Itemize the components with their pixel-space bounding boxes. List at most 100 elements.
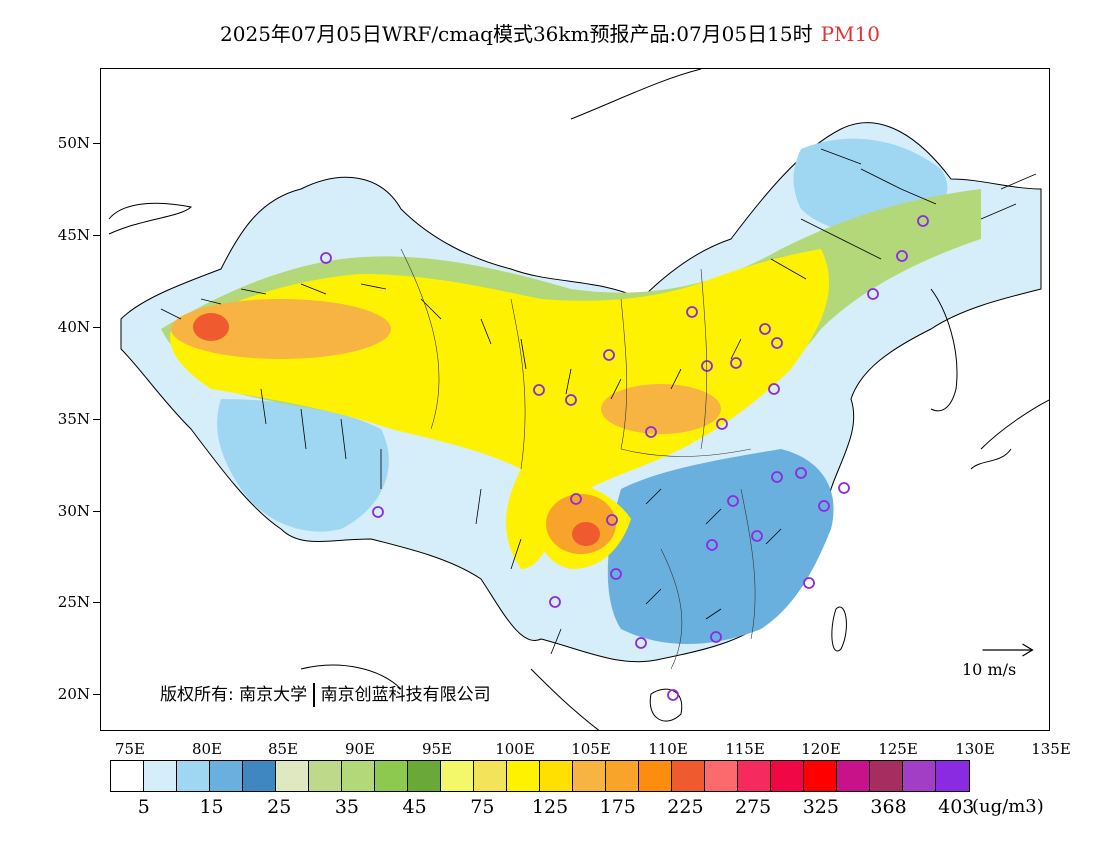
colorbar-swatch	[606, 761, 639, 791]
city-marker	[867, 288, 879, 300]
province-border	[700, 268, 708, 450]
wind-arrow	[705, 508, 722, 525]
wind-arrow	[1000, 173, 1037, 190]
colorbar-label: 275	[735, 796, 772, 818]
wind-arrow	[860, 168, 902, 190]
city-marker	[570, 493, 582, 505]
wind-arrow	[800, 218, 842, 240]
city-marker	[606, 514, 618, 526]
wind-arrow	[610, 378, 622, 400]
colorbar-swatch	[936, 761, 969, 791]
wind-arrow	[645, 488, 662, 505]
colorbar-swatch	[903, 761, 936, 791]
lat-tick	[93, 602, 100, 603]
colorbar-units: (ug/m3)	[972, 796, 1044, 817]
lat-label-30n: 30N	[57, 502, 90, 520]
city-marker	[795, 467, 807, 479]
city-marker	[838, 482, 850, 494]
colorbar-swatch	[771, 761, 804, 791]
colorbar-swatch	[243, 761, 276, 791]
colorbar-label: 75	[470, 796, 495, 818]
lat-label-25n: 25N	[57, 593, 90, 611]
map-canvas	[108, 69, 1049, 730]
city-marker	[771, 471, 783, 483]
wind-arrow	[765, 528, 782, 545]
wind-arrow	[730, 338, 742, 360]
province-border	[400, 248, 440, 430]
lon-label-125e: 125E	[878, 740, 918, 758]
city-marker	[686, 306, 698, 318]
city-marker	[751, 530, 763, 542]
colorbar-label: 45	[402, 796, 427, 818]
province-border	[620, 298, 628, 450]
lat-label-50n: 50N	[57, 134, 90, 152]
lat-tick	[93, 143, 100, 144]
wind-arrow	[520, 338, 527, 370]
wind-arrow	[820, 148, 862, 165]
colorbar-swatch	[408, 761, 441, 791]
city-marker	[610, 568, 622, 580]
lon-label-115e: 115E	[725, 740, 765, 758]
wind-arrow	[565, 368, 572, 395]
colorbar-label: 15	[199, 796, 224, 818]
coastline-japan	[970, 399, 1049, 470]
wind-arrow	[840, 238, 882, 260]
wind-arrow	[360, 283, 387, 290]
colorbar-swatch	[210, 761, 243, 791]
wind-arrow	[670, 368, 682, 390]
city-marker	[727, 495, 739, 507]
wind-arrow	[200, 298, 222, 305]
colorbar-swatch	[804, 761, 837, 791]
province-border	[510, 298, 526, 470]
colorbar-label: 125	[531, 796, 569, 818]
colorbar-swatch	[573, 761, 606, 791]
city-marker	[818, 500, 830, 512]
coastline-north-russia	[570, 69, 702, 120]
city-marker	[917, 215, 929, 227]
city-marker	[706, 539, 718, 551]
copyright-prefix: 版权所有:	[160, 685, 234, 705]
wind-arrow	[160, 308, 182, 320]
lon-label-135e: 135E	[1031, 740, 1071, 758]
map-title: 2025年07月05日WRF/cmaq模式36km预报产品:07月05日15时 P…	[0, 18, 1100, 47]
province-border	[660, 548, 683, 670]
colorbar-label: 368	[870, 796, 907, 818]
colorbar-label: 25	[267, 796, 292, 818]
city-marker	[716, 418, 728, 430]
orange-hotspot-tarim	[171, 299, 391, 359]
colorbar-swatch	[837, 761, 870, 791]
colorbar-swatch	[342, 761, 375, 791]
wind-arrow	[300, 283, 327, 295]
city-marker	[565, 394, 577, 406]
wind-arrow	[900, 188, 937, 205]
coastline-korea	[930, 288, 958, 412]
lat-label-35n: 35N	[57, 410, 90, 428]
coastline-west-lake	[108, 202, 193, 235]
colorbar-label: 35	[334, 796, 360, 818]
colorbar-swatch	[507, 761, 540, 791]
wind-arrow	[645, 588, 662, 605]
lon-label-120e: 120E	[801, 740, 841, 758]
colorbar-label: 175	[599, 796, 636, 818]
red-hotspot-tarim	[193, 313, 229, 341]
city-marker	[759, 323, 771, 335]
city-marker	[533, 384, 545, 396]
colorbar-swatch	[705, 761, 738, 791]
province-border	[740, 488, 756, 640]
copyright-org2: 南京创蓝科技有限公司	[320, 685, 491, 705]
blue-zone-tibet	[217, 399, 389, 532]
title-variable: PM10	[820, 22, 880, 46]
colorbar-swatch	[111, 761, 144, 791]
colorbar-swatch	[474, 761, 507, 791]
colorbar	[110, 760, 970, 792]
lon-label-90e: 90E	[344, 740, 376, 758]
wind-arrow	[260, 388, 267, 425]
city-marker	[771, 337, 783, 349]
colorbar-label: 403	[938, 796, 975, 818]
wind-arrow	[705, 608, 722, 620]
city-marker	[603, 349, 615, 361]
colorbar-swatch	[375, 761, 408, 791]
wind-arrow	[480, 318, 492, 345]
concentration-field	[120, 122, 1042, 663]
colorbar-swatch	[144, 761, 177, 791]
